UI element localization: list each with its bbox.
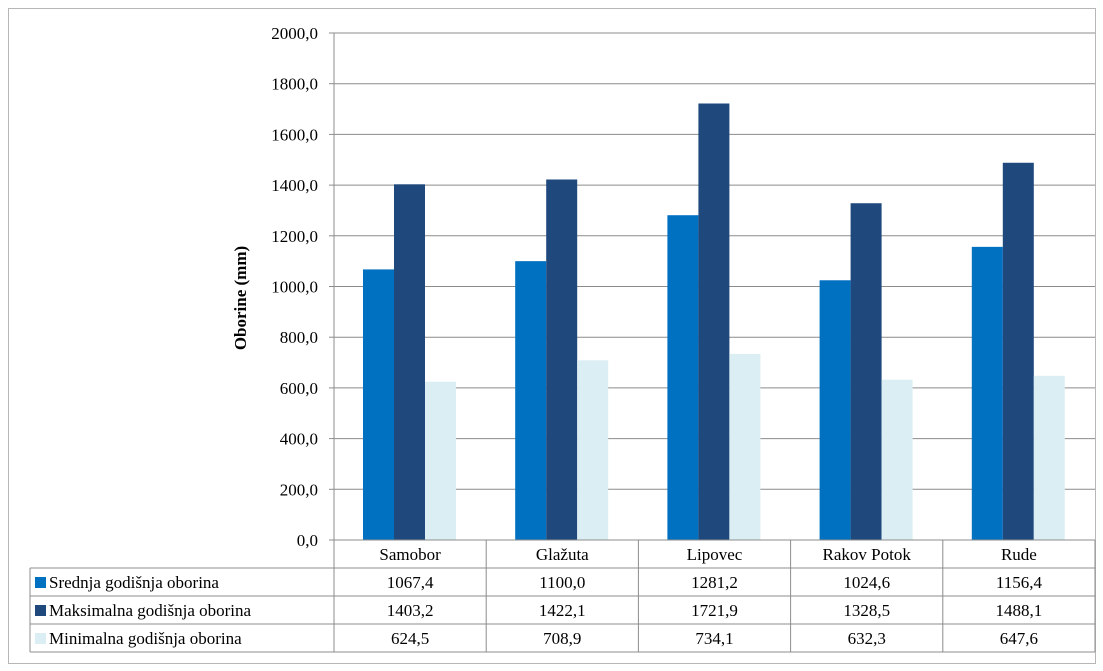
chart-frame xyxy=(8,8,1096,664)
y-tick-label: 400,0 xyxy=(280,430,318,449)
bar-3-samobor xyxy=(425,381,456,540)
legend-entry: Maksimalna godišnja oborina xyxy=(49,601,252,620)
y-tick-label: 600,0 xyxy=(280,379,318,398)
y-tick-label: 0,0 xyxy=(297,531,318,550)
bar-3-glažuta xyxy=(577,360,609,540)
bar-3-rakov-potok xyxy=(881,379,913,540)
bar-1-samobor xyxy=(363,269,394,540)
bar-1-lipovec xyxy=(667,215,699,540)
table-cell-value: 1024,6 xyxy=(843,573,890,592)
table-cell-value: 1403,2 xyxy=(387,601,434,620)
x-category-label: Lipovec xyxy=(687,545,743,564)
table-cell-value: 1721,9 xyxy=(691,601,738,620)
y-tick-label: 1600,0 xyxy=(271,125,318,144)
bar-1-glažuta xyxy=(515,261,547,540)
bars xyxy=(363,103,1065,540)
y-tick-label: 200,0 xyxy=(280,480,318,499)
bar-2-samobor xyxy=(394,184,425,540)
legend-key xyxy=(35,605,46,616)
table-cell-value: 632,3 xyxy=(848,629,886,648)
y-tick-label: 800,0 xyxy=(280,328,318,347)
x-category-label: Glažuta xyxy=(536,545,589,564)
y-tick-label: 1200,0 xyxy=(271,227,318,246)
table-cell-value: 1067,4 xyxy=(387,573,434,592)
x-category-label: Rakov Potok xyxy=(823,545,912,564)
table-cell-value: 1156,4 xyxy=(996,573,1043,592)
table-cell-value: 624,5 xyxy=(391,629,429,648)
legend-entry: Srednja godišnja oborina xyxy=(49,573,219,592)
bar-3-rude xyxy=(1033,375,1065,540)
bar-1-rude xyxy=(971,246,1003,540)
legend-key xyxy=(35,633,46,644)
y-tick-label: 1000,0 xyxy=(271,278,318,297)
legend-key xyxy=(35,577,46,588)
bar-2-lipovec xyxy=(698,103,730,540)
y-axis-ticks: 0,0 200,0 400,0 600,0 800,0 1000,0 1200,0 1400,… xyxy=(271,24,318,550)
y-tick-label: 2000,0 xyxy=(271,24,318,43)
table-cell-value: 1100,0 xyxy=(539,573,585,592)
table-cell-value: 734,1 xyxy=(695,629,733,648)
bar-2-rakov-potok xyxy=(850,203,882,540)
table-cell-value: 1281,2 xyxy=(691,573,738,592)
table-cell-value: 1422,1 xyxy=(539,601,586,620)
table-cell-value: 708,9 xyxy=(543,629,581,648)
legend-entry: Minimalna godišnja oborina xyxy=(49,629,242,648)
bar-2-rude xyxy=(1002,162,1034,540)
bar-3-lipovec xyxy=(729,353,761,540)
data-table: Samobor Glažuta Lipovec Rakov Potok Rude Sred… xyxy=(29,539,1096,653)
table-cell-value: 1488,1 xyxy=(996,601,1043,620)
bar-2-glažuta xyxy=(546,179,578,540)
y-tick-label: 1800,0 xyxy=(271,75,318,94)
y-axis-title: Oborine (mm) xyxy=(231,246,250,350)
table-cell-value: 1328,5 xyxy=(843,601,890,620)
y-tick-label: 1400,0 xyxy=(271,176,318,195)
x-category-label: Samobor xyxy=(379,545,441,564)
bar-1-rakov-potok xyxy=(819,280,851,540)
table-cell-value: 647,6 xyxy=(1000,629,1038,648)
x-category-label: Rude xyxy=(1001,545,1037,564)
